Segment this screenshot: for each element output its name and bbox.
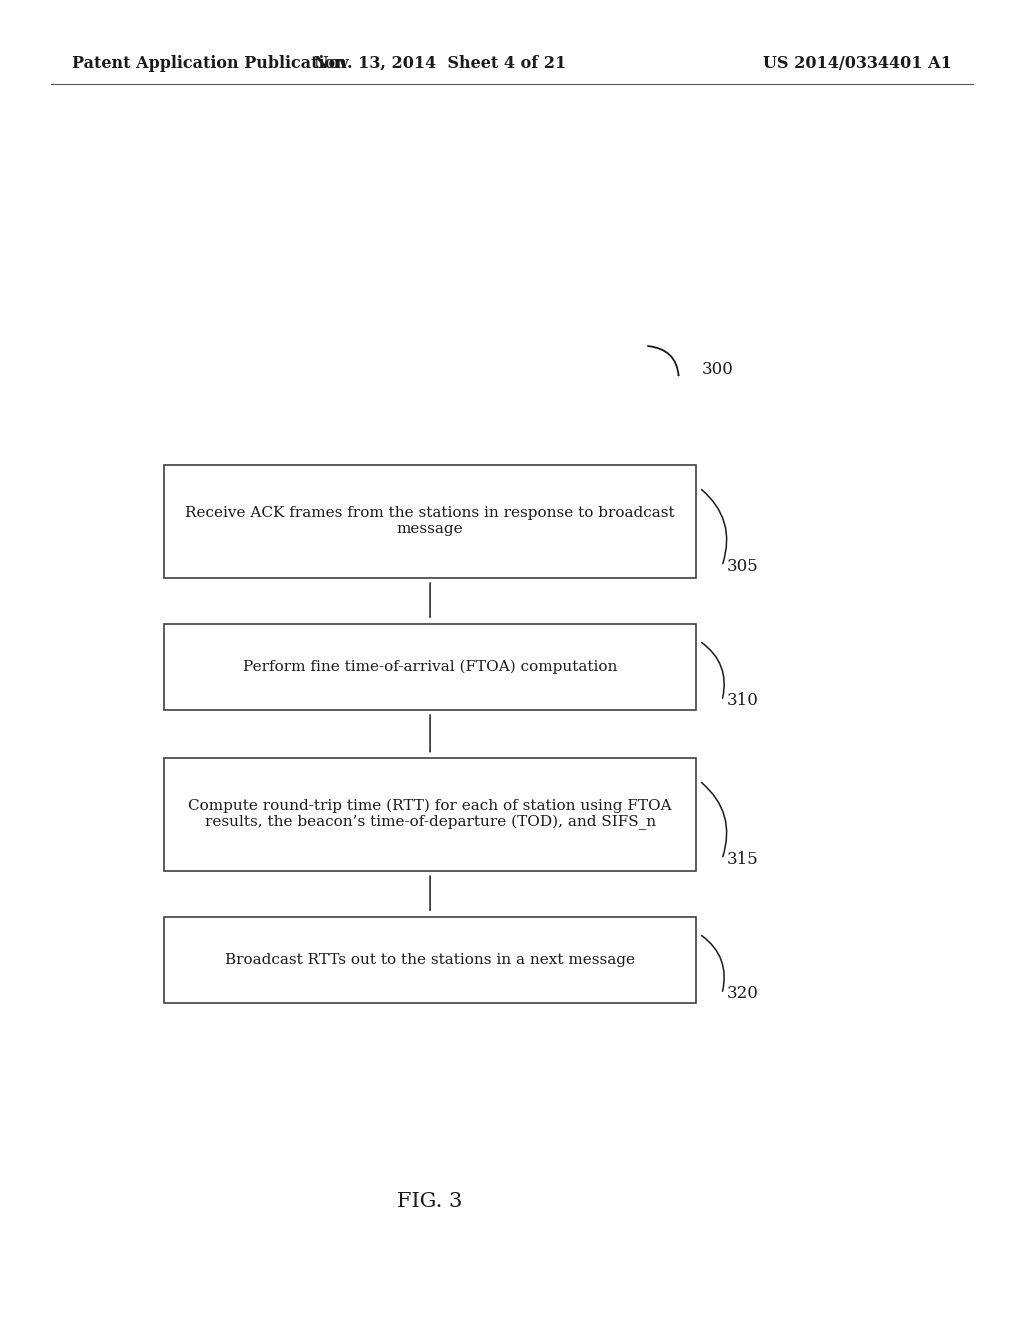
- FancyArrowPatch shape: [701, 936, 724, 991]
- Text: 315: 315: [727, 851, 759, 867]
- FancyArrowPatch shape: [648, 346, 679, 375]
- Text: Perform fine time-of-arrival (FTOA) computation: Perform fine time-of-arrival (FTOA) comp…: [243, 660, 617, 673]
- Bar: [164, 758, 696, 871]
- Text: Patent Application Publication: Patent Application Publication: [72, 55, 346, 71]
- Text: FIG. 3: FIG. 3: [397, 1192, 463, 1210]
- Text: Receive ACK frames from the stations in response to broadcast
message: Receive ACK frames from the stations in …: [185, 507, 675, 536]
- Text: 305: 305: [727, 558, 759, 574]
- FancyArrowPatch shape: [701, 643, 724, 698]
- FancyArrowPatch shape: [701, 490, 727, 564]
- FancyArrowPatch shape: [701, 783, 727, 857]
- Text: Compute round-trip time (RTT) for each of station using FTOA
results, the beacon: Compute round-trip time (RTT) for each o…: [188, 799, 672, 830]
- Text: US 2014/0334401 A1: US 2014/0334401 A1: [764, 55, 952, 71]
- Text: 310: 310: [727, 693, 759, 709]
- Bar: [164, 916, 696, 1003]
- Bar: [164, 623, 696, 710]
- Text: Nov. 13, 2014  Sheet 4 of 21: Nov. 13, 2014 Sheet 4 of 21: [314, 55, 566, 71]
- Text: 320: 320: [727, 986, 759, 1002]
- Text: 300: 300: [701, 362, 733, 378]
- Text: Broadcast RTTs out to the stations in a next message: Broadcast RTTs out to the stations in a …: [225, 953, 635, 966]
- Bar: [164, 466, 696, 578]
